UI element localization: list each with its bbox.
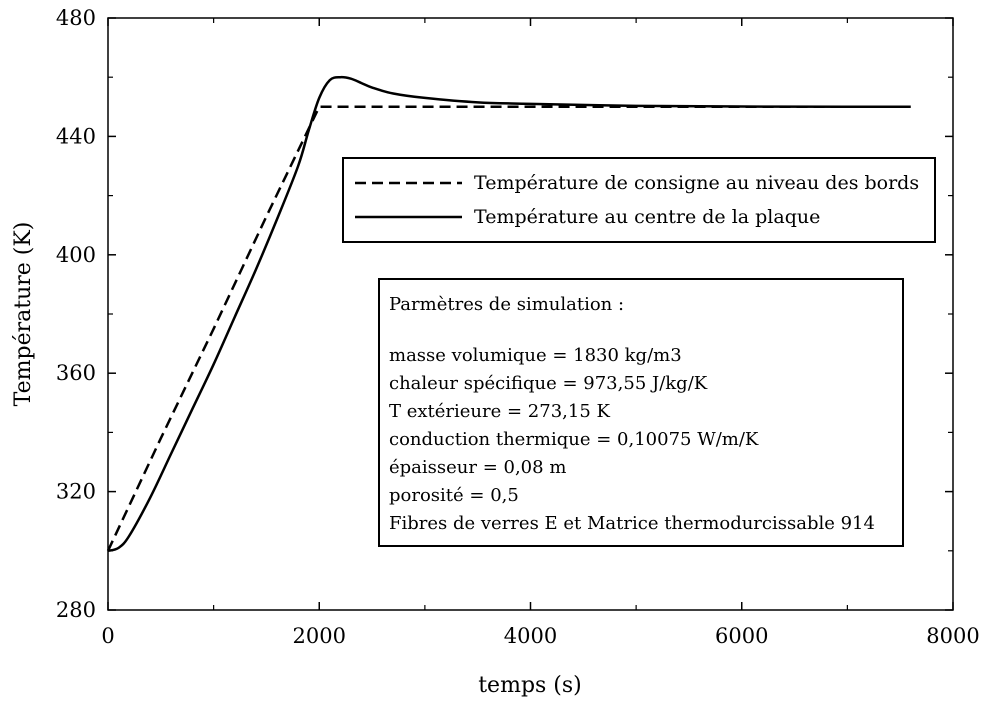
y-tick-label: 440 bbox=[56, 124, 96, 148]
x-tick-label: 8000 bbox=[926, 624, 979, 648]
x-tick-label: 0 bbox=[101, 624, 114, 648]
series-layer bbox=[106, 75, 911, 553]
param-line: chaleur spécifique = 973,55 J/kg/K bbox=[389, 373, 708, 394]
param-line: masse volumique = 1830 kg/m3 bbox=[389, 345, 682, 366]
x-axis-title: temps (s) bbox=[478, 673, 582, 698]
series-line-consigne bbox=[106, 105, 911, 552]
params-title: Parmètres de simulation : bbox=[389, 294, 624, 315]
legend: Température de consigne au niveau des bo… bbox=[342, 157, 936, 243]
y-tick-label: 400 bbox=[56, 243, 96, 267]
legend-label-dashed: Température de consigne au niveau des bo… bbox=[474, 172, 919, 194]
params-box: Parmètres de simulation : masse volumiqu… bbox=[378, 278, 904, 547]
x-tick-label: 6000 bbox=[715, 624, 768, 648]
y-tick-label: 320 bbox=[56, 480, 96, 504]
params-box-frame bbox=[378, 278, 904, 547]
param-line: T extérieure = 273,15 K bbox=[389, 401, 611, 422]
y-axis-title: Température (K) bbox=[11, 222, 36, 407]
series-line-centre bbox=[107, 75, 911, 553]
y-tick-label: 360 bbox=[56, 361, 96, 385]
param-line: Fibres de verres E et Matrice thermodurc… bbox=[389, 513, 875, 534]
axis-tick-labels: 0 2000 4000 6000 8000 280 320 360 400 440 480 bbox=[56, 6, 980, 648]
y-tick-label: 280 bbox=[56, 598, 96, 622]
legend-label-solid: Température au centre de la plaque bbox=[474, 206, 820, 228]
y-tick-label: 480 bbox=[56, 6, 96, 30]
param-line: conduction thermique = 0,10075 W/m/K bbox=[389, 429, 759, 450]
axis-ticks bbox=[107, 17, 954, 611]
legend-box bbox=[342, 157, 936, 243]
x-tick-label: 4000 bbox=[504, 624, 557, 648]
param-line: épaisseur = 0,08 m bbox=[389, 457, 566, 478]
x-tick-label: 2000 bbox=[293, 624, 346, 648]
param-line: porosité = 0,5 bbox=[389, 485, 519, 506]
